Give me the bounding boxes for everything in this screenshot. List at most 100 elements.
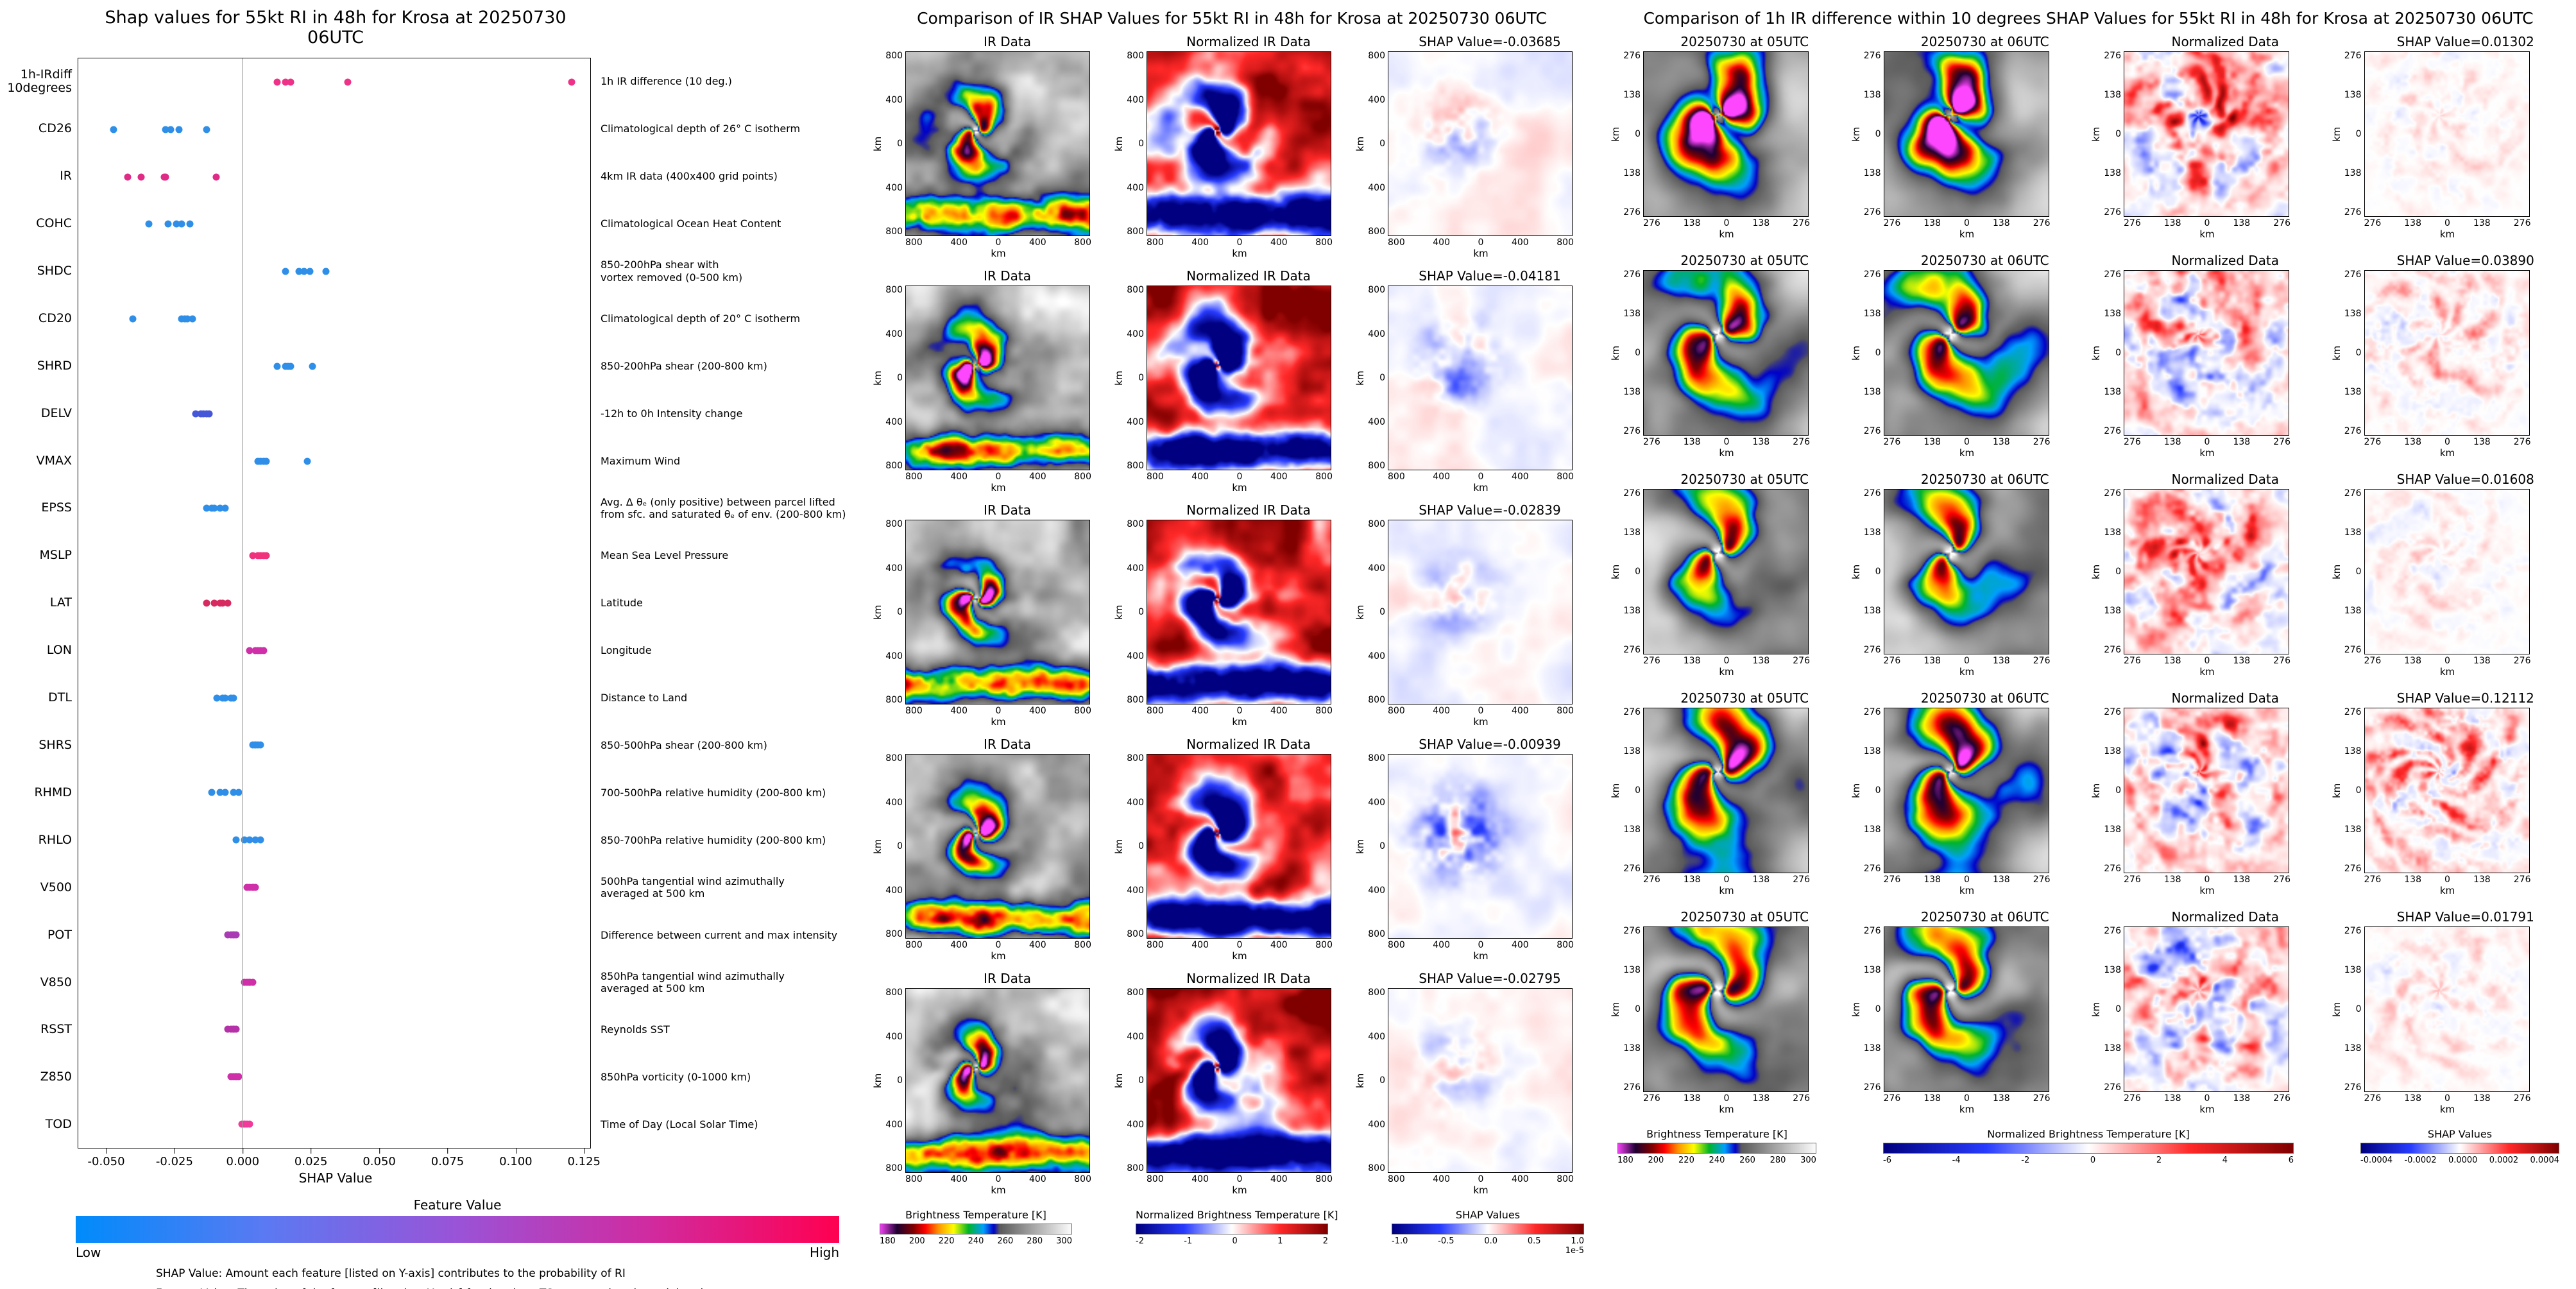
irdiff-shap-image-row2 <box>2364 270 2530 436</box>
subplot-title: SHAP Value=-0.02839 <box>1419 502 1561 518</box>
ytick-label: 400 <box>885 329 903 339</box>
ytick-label: 138 <box>2344 90 2362 100</box>
xtick-label: 0 <box>2444 875 2450 885</box>
colorbar-tick-label: -0.0002 <box>2404 1156 2437 1165</box>
ytick-label: 0 <box>1635 348 1641 358</box>
xtick-label: 400 <box>1191 237 1209 248</box>
shap-point-cd26 <box>175 126 183 133</box>
xtick-label: 138 <box>1683 656 1701 666</box>
xtick-label: 138 <box>2404 218 2421 228</box>
xtick-label: 0 <box>1478 1174 1484 1184</box>
ytick-v500: V500 <box>40 880 72 894</box>
y-axis-ticks: 800 400 0 400 800 <box>1125 51 1147 236</box>
normalized-diff-image-row5 <box>2124 926 2289 1092</box>
irdiff-05utc-image-row1 <box>1643 51 1809 217</box>
ytick-label: 276 <box>1863 645 1881 655</box>
ytick-label: 276 <box>2104 269 2121 280</box>
colorbar-ticks: -2 -1 0 1 2 <box>1136 1236 1328 1246</box>
ytick-label: 0 <box>1875 129 1881 139</box>
irdiff-06utc-image-row4 <box>1883 708 2049 873</box>
ytick-shrd: SHRD <box>37 358 72 373</box>
feature-desc-cd20: Climatological depth of 20° C isotherm <box>601 312 801 325</box>
y-axis-ticks: 800 400 0 400 800 <box>883 988 905 1173</box>
ir-data-image-row2 <box>905 286 1090 470</box>
ytick-label: 800 <box>1127 285 1144 295</box>
xtick-label: 400 <box>1028 940 1046 950</box>
y-axis-ticks: 276 138 0 138 276 <box>1862 51 1884 217</box>
footnote-feature-value: Feature Value: The value of the feature … <box>156 1287 863 1289</box>
subplot-title: SHAP Value=0.03890 <box>2396 253 2534 268</box>
ytick-label: 276 <box>2104 488 2121 499</box>
xtick-label: 276 <box>1643 218 1660 228</box>
xtick-label: 138 <box>2473 1093 2491 1104</box>
shap-point-rhlo <box>246 836 253 844</box>
x-axis-ticks: 276 138 0 138 276 <box>2124 219 2290 228</box>
ytick-label: 400 <box>1127 1119 1144 1130</box>
xtick-label: 138 <box>1752 875 1770 885</box>
subplot-title: Normalized Data <box>2171 253 2280 268</box>
subplot-ir-shap-image-row1: SHAP Value=-0.03685 km 800 400 0 400 800 800 400… <box>1354 34 1592 259</box>
ytick-label: 800 <box>885 1163 903 1174</box>
ytick-label: 138 <box>1863 746 1881 756</box>
x-axis-ticks: 276 138 0 138 276 <box>1643 1094 1810 1103</box>
ytick-label: 138 <box>2104 824 2121 835</box>
xtick-label: 276 <box>2033 875 2051 885</box>
subplot-title: SHAP Value=0.01791 <box>2396 909 2534 925</box>
shap-point-shrd <box>273 363 281 370</box>
ytick-label: 276 <box>1623 207 1641 218</box>
xtick-label: 0.025 <box>294 1148 328 1168</box>
ytick-label: 276 <box>1623 426 1641 436</box>
ytick-label: 0 <box>1875 1004 1881 1014</box>
irdiff-05utc-image-row4 <box>1643 708 1809 873</box>
ir-shap-image-row2 <box>1388 286 1573 470</box>
subplot-normalized-ir-image-row5: Normalized IR Data km 800 400 0 400 800 800 400 0… <box>1113 971 1351 1196</box>
x-axis-label: km <box>1719 885 1734 896</box>
colorbar-shap-values: SHAP Values -0.0004 -0.0002 0.0000 0.0002 0.0… <box>2360 1128 2559 1165</box>
subplot-ir-data-image-row5: IR Data km 800 400 0 400 800 800 400 0 400 800 km <box>872 971 1109 1196</box>
irdiff-06utc-image-row1 <box>1883 51 2049 217</box>
x-axis-label: km <box>1232 950 1247 962</box>
shap-point-shdc <box>300 268 308 275</box>
ytick-label: 276 <box>1863 707 1881 717</box>
xtick-label: 400 <box>1433 1174 1450 1184</box>
subplot-irdiff-06utc-image-row4: 20250730 at 06UTC km 276 138 0 138 276 276 138 0 1… <box>1850 690 2087 896</box>
xtick-label: 0 <box>2204 656 2210 666</box>
subplot-irdiff-06utc-image-row1: 20250730 at 06UTC km 276 138 0 138 276 276 138 0 1… <box>1850 34 2087 240</box>
xtick-label: 138 <box>2473 437 2491 447</box>
xtick-label: 138 <box>2163 875 2181 885</box>
x-axis-ticks: 276 138 0 138 276 <box>1884 656 2051 665</box>
xtick-label: 276 <box>2273 875 2290 885</box>
xtick-label: 0 <box>995 940 1002 950</box>
xtick-label: 276 <box>2124 218 2141 228</box>
xtick-label: 800 <box>905 1174 923 1184</box>
y-axis-ticks: 800 400 0 400 800 <box>1366 988 1388 1173</box>
xtick-label: 400 <box>1191 472 1209 482</box>
xtick-label: 0 <box>1723 1093 1730 1104</box>
colorbar-tick-label: 4 <box>2222 1156 2228 1165</box>
ytick-label: 400 <box>1368 885 1385 896</box>
ytick-label: 276 <box>1623 926 1641 936</box>
ytick-label: 138 <box>2344 168 2362 178</box>
shap-point-vmax <box>303 457 311 465</box>
x-axis-label: km <box>1473 248 1488 259</box>
colorbar-title: SHAP Values <box>1455 1209 1521 1221</box>
subplot-title: IR Data <box>984 737 1031 752</box>
shap-point-ir <box>137 173 145 181</box>
normalized-ir-image-row1 <box>1147 51 1331 236</box>
xtick-label: 138 <box>2163 1093 2181 1104</box>
ytick-label: 0 <box>1138 841 1144 851</box>
ytick-label: 400 <box>1368 182 1385 193</box>
colorbar-title: Brightness Temperature [K] <box>1646 1128 1787 1140</box>
y-axis-label: km <box>1354 839 1366 854</box>
y-axis-label: km <box>1610 783 1621 798</box>
xtick-label: 400 <box>1511 1174 1529 1184</box>
xtick-label: 276 <box>2273 218 2290 228</box>
ytick-label: 800 <box>1127 929 1144 939</box>
xtick-label: 276 <box>1883 1093 1901 1104</box>
y-axis-label: km <box>2090 1002 2102 1017</box>
shap-point-lat <box>219 599 226 607</box>
colorbar-ticks: 180 200 220 240 260 280 300 <box>880 1236 1072 1246</box>
xtick-label: 0 <box>1478 940 1484 950</box>
ytick-label: 276 <box>2344 926 2362 936</box>
ytick-label: 800 <box>1368 1163 1385 1174</box>
